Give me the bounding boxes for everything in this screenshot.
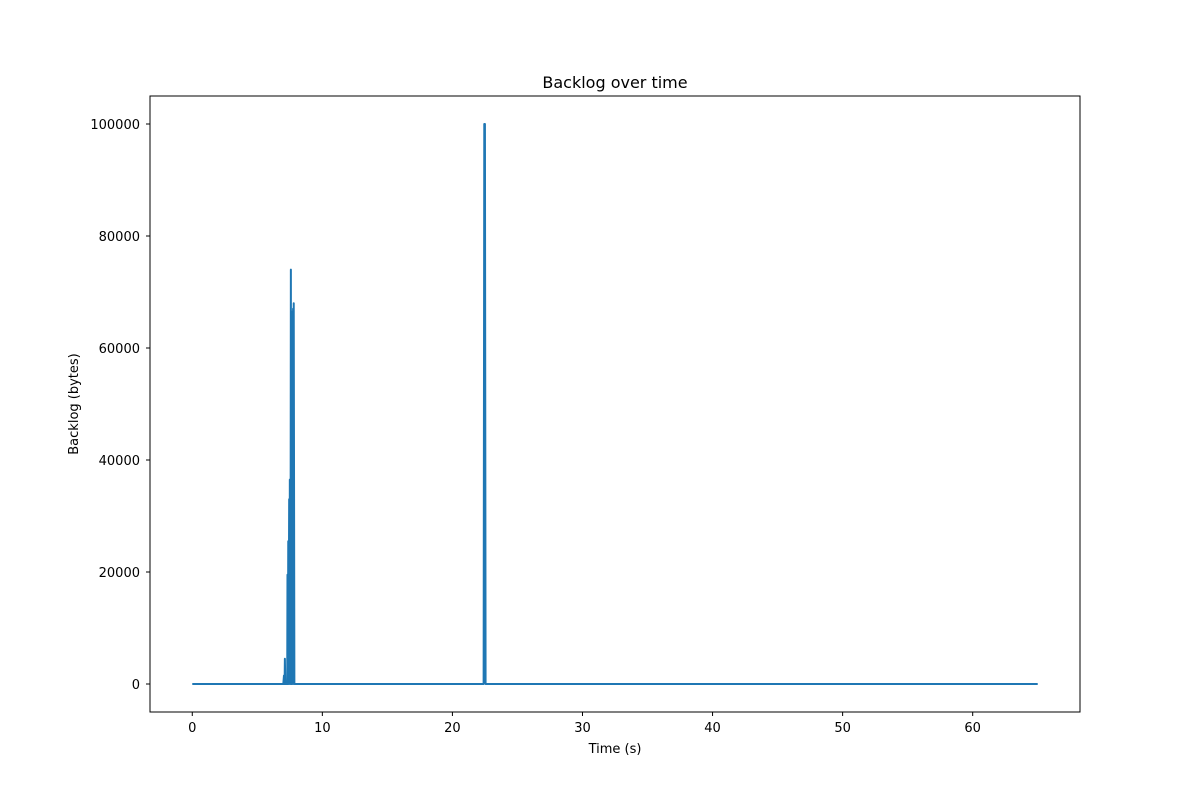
x-tick-label: 40 (704, 721, 721, 736)
plot-frame (149, 95, 1081, 713)
x-tick-label: 50 (834, 721, 851, 736)
x-tick-label: 60 (964, 721, 981, 736)
plot-area (150, 96, 1080, 712)
x-axis-label: Time (s) (588, 742, 642, 757)
y-tick-label: 40000 (99, 454, 140, 469)
y-axis-label: Backlog (bytes) (67, 353, 82, 454)
x-tick-label: 0 (188, 721, 196, 736)
x-tick-label: 20 (444, 721, 461, 736)
x-tick-label: 10 (314, 721, 331, 736)
line-layer (192, 123, 1038, 685)
series-line-0 (192, 123, 1038, 685)
ticks-layer: 0 10 20 30 40 50 60 0 20000 40000 60000 80000 100000 (90, 118, 981, 736)
y-tick-label: 60000 (99, 342, 140, 357)
y-tick-label: 0 (132, 678, 140, 693)
y-tick-label: 20000 (99, 566, 140, 581)
y-tick-label: 100000 (90, 118, 140, 133)
chart-title: Backlog over time (542, 73, 687, 92)
x-tick-label: 30 (574, 721, 591, 736)
y-tick-label: 80000 (99, 230, 140, 245)
